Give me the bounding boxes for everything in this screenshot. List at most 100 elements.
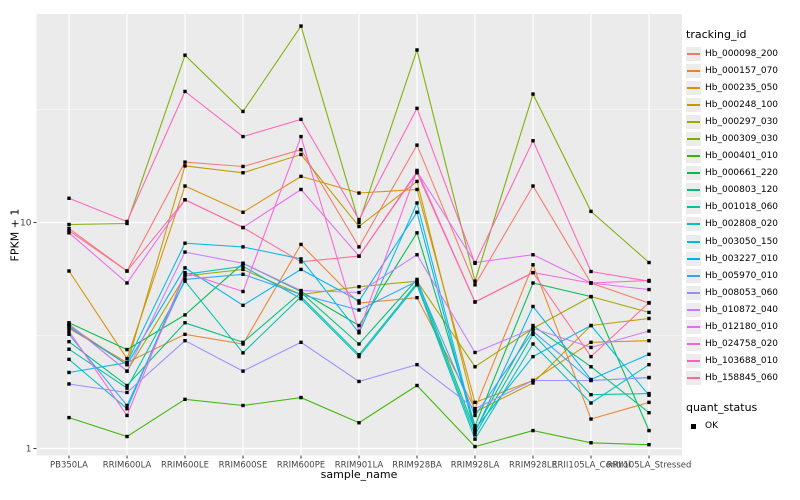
- data-point-Hb_003227_010: [415, 210, 419, 214]
- data-point-Hb_001018_060: [415, 281, 419, 285]
- legend-item-Hb_158845_060: Hb_158845_060: [686, 370, 798, 387]
- data-point-Hb_000235_050: [589, 340, 593, 345]
- data-point-Hb_008053_060: [299, 340, 303, 345]
- legend-key-line-icon: [686, 337, 701, 352]
- data-point-Hb_000803_120: [183, 321, 187, 325]
- data-point-Hb_158845_060: [183, 198, 187, 202]
- data-point-Hb_002808_020: [299, 297, 303, 301]
- x-tick-label: RRIM928LA: [451, 461, 500, 471]
- legend-item-label: OK: [705, 421, 718, 432]
- data-point-Hb_010872_040: [183, 250, 187, 254]
- data-point-Hb_012180_010: [67, 231, 71, 235]
- data-point-Hb_001018_060: [357, 353, 361, 357]
- data-point-Hb_003050_150: [647, 393, 651, 397]
- data-point-Hb_000661_220: [125, 347, 129, 352]
- data-point-Hb_001018_060: [241, 351, 245, 355]
- data-point-Hb_012180_010: [125, 281, 129, 285]
- data-point-Hb_000309_030: [125, 221, 129, 226]
- data-point-Hb_001018_060: [299, 294, 303, 299]
- data-point-Hb_008053_060: [473, 407, 477, 411]
- data-point-Hb_000309_030: [473, 279, 477, 283]
- data-point-Hb_000401_010: [67, 415, 71, 420]
- data-point-Hb_024758_020: [241, 289, 245, 294]
- legend-tracking-items: Hb_000098_200 Hb_000157_070 Hb_000235_050 H…: [686, 45, 798, 387]
- data-point-Hb_158845_060: [125, 269, 129, 273]
- data-point-Hb_000661_220: [357, 323, 361, 328]
- data-point-Hb_012180_010: [531, 253, 535, 257]
- data-point-Hb_003050_150: [125, 360, 129, 365]
- data-point-Hb_001018_060: [67, 347, 71, 351]
- legend-item-label: Hb_000098_200: [705, 48, 779, 59]
- data-point-Hb_103688_010: [647, 279, 651, 283]
- data-point-Hb_001018_060: [473, 433, 477, 437]
- legend-item-label: Hb_000661_220: [705, 168, 779, 179]
- legend-item-Hb_008053_060: Hb_008053_060: [686, 284, 798, 301]
- data-point-Hb_000098_200: [241, 164, 245, 169]
- data-point-Hb_001018_060: [183, 279, 187, 283]
- data-point-Hb_000235_050: [125, 356, 129, 361]
- data-point-Hb_158845_060: [357, 254, 361, 258]
- data-point-Hb_000401_010: [183, 397, 187, 402]
- data-point-Hb_000235_050: [67, 269, 71, 273]
- legend-item-Hb_000297_030: Hb_000297_030: [686, 113, 798, 130]
- data-point-Hb_000098_200: [473, 283, 477, 287]
- data-point-Hb_000098_200: [299, 147, 303, 152]
- data-point-Hb_000309_030: [647, 260, 651, 265]
- data-point-Hb_010872_040: [647, 329, 651, 333]
- legend-item-label: Hb_002808_020: [705, 219, 779, 230]
- data-point-Hb_010872_040: [473, 350, 477, 355]
- data-point-Hb_003050_150: [473, 427, 477, 431]
- legend-item-Hb_000248_100: Hb_000248_100: [686, 96, 798, 113]
- legend-key-line-icon: [686, 302, 701, 317]
- legend-item-label: Hb_000157_070: [705, 65, 779, 76]
- data-point-Hb_000661_220: [473, 424, 477, 428]
- legend-item-Hb_005970_010: Hb_005970_010: [686, 267, 798, 284]
- legend-item-label: Hb_000235_050: [705, 82, 779, 93]
- data-point-Hb_005970_010: [415, 279, 419, 283]
- data-point-Hb_024758_020: [183, 270, 187, 275]
- data-point-Hb_000803_120: [357, 342, 361, 346]
- data-point-Hb_024758_020: [415, 168, 419, 173]
- data-point-Hb_103688_010: [357, 217, 361, 222]
- data-point-Hb_000235_050: [415, 187, 419, 192]
- data-point-Hb_000803_120: [647, 411, 651, 415]
- data-point-Hb_005970_010: [67, 332, 71, 337]
- data-point-Hb_008053_060: [647, 375, 651, 380]
- data-point-Hb_000098_200: [531, 184, 535, 188]
- data-point-Hb_003050_150: [183, 241, 187, 245]
- data-point-Hb_000248_100: [183, 164, 187, 168]
- legend-item-label: Hb_010872_040: [705, 304, 779, 315]
- legend-item-label: Hb_005970_010: [705, 270, 779, 281]
- data-point-Hb_001018_060: [125, 386, 129, 390]
- legend-key-line-icon: [686, 354, 701, 369]
- data-point-Hb_000297_030: [647, 310, 651, 315]
- data-point-Hb_158845_060: [415, 171, 419, 175]
- legend-key-line-icon: [686, 217, 701, 232]
- y-axis-title: FPKM + 1: [8, 208, 22, 262]
- legend-item-quant-OK: OK: [686, 418, 798, 435]
- data-point-Hb_003050_150: [299, 257, 303, 261]
- data-point-Hb_012180_010: [299, 187, 303, 192]
- data-point-Hb_002808_020: [473, 437, 477, 441]
- data-point-Hb_000661_220: [415, 231, 419, 235]
- y-tick-label: 1: [26, 445, 32, 455]
- data-point-Hb_003227_010: [67, 325, 71, 329]
- legend-item-Hb_012180_010: Hb_012180_010: [686, 319, 798, 336]
- legend-item-label: Hb_008053_060: [705, 287, 779, 298]
- data-point-Hb_002808_020: [125, 407, 129, 411]
- data-point-Hb_003227_010: [183, 266, 187, 270]
- data-point-Hb_008053_060: [67, 382, 71, 386]
- data-point-Hb_000157_070: [415, 295, 419, 300]
- x-tick-label: RRII105LA_Stressed: [607, 461, 692, 471]
- data-point-Hb_010872_040: [299, 288, 303, 293]
- data-point-Hb_008053_060: [125, 390, 129, 395]
- legend-item-Hb_000803_120: Hb_000803_120: [686, 182, 798, 199]
- legend-item-Hb_103688_010: Hb_103688_010: [686, 353, 798, 370]
- data-point-Hb_000297_030: [473, 365, 477, 369]
- data-point-Hb_003227_010: [299, 267, 303, 272]
- data-point-Hb_002808_020: [357, 354, 361, 359]
- x-tick-label: RRIM600SE: [219, 461, 268, 471]
- data-point-Hb_000235_050: [647, 338, 651, 343]
- legend-item-label: Hb_000803_120: [705, 185, 779, 196]
